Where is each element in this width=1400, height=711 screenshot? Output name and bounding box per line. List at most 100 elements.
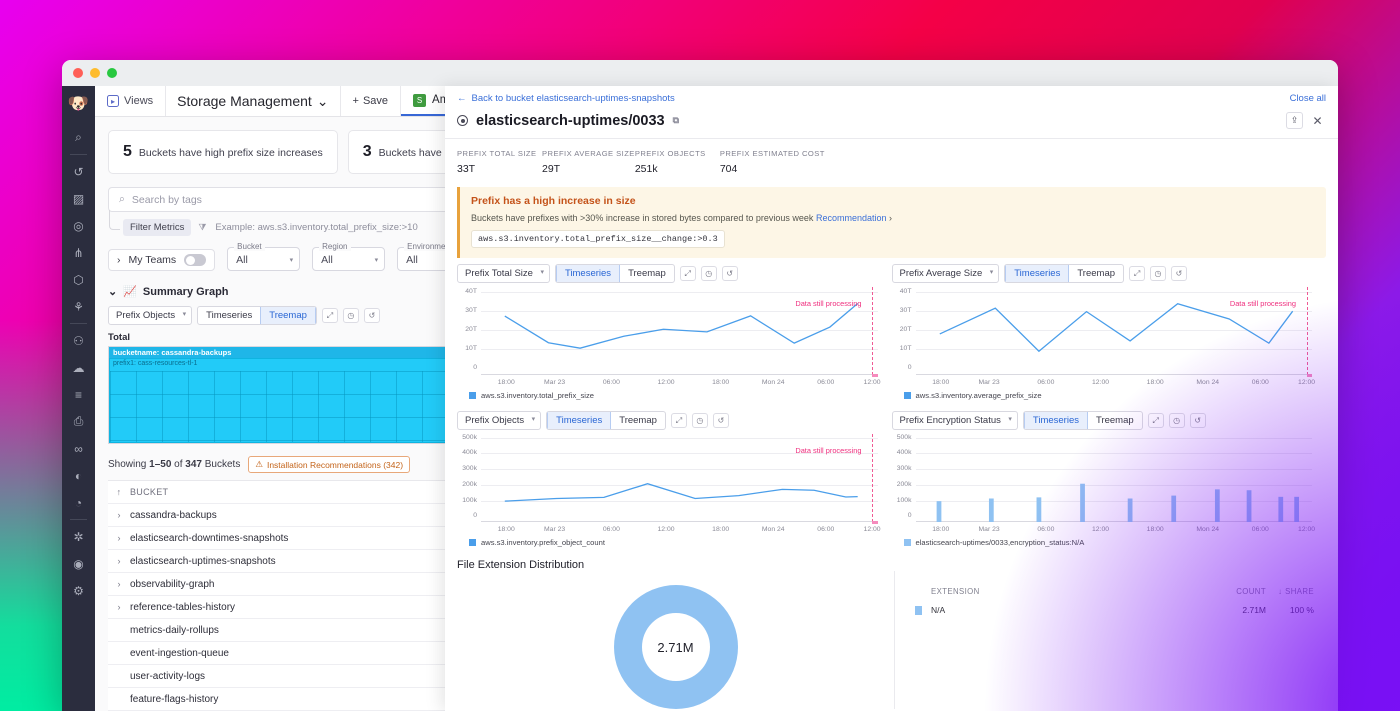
- chart-prefix-total-size: Prefix Total Size Timeseries Treemap ⤢ ◷…: [457, 264, 892, 400]
- summary-graph-header[interactable]: ⌄ 📈 Summary Graph: [108, 285, 1325, 299]
- stat-label: PREFIX TOTAL SIZE: [457, 149, 537, 158]
- chart-metric-select[interactable]: Prefix Total Size: [457, 264, 550, 283]
- y-tick: 20T: [899, 326, 912, 333]
- expand-row-icon[interactable]: ›: [117, 533, 121, 544]
- summary-treemap-option[interactable]: Treemap: [260, 307, 316, 325]
- extension-share: 100 %: [1289, 605, 1314, 615]
- reset-icon[interactable]: ↺: [721, 266, 738, 281]
- view-title-dropdown[interactable]: Storage Management ⌄: [166, 86, 341, 117]
- search-icon[interactable]: ⌕: [75, 130, 82, 144]
- containers-icon[interactable]: ⬡: [73, 272, 84, 287]
- stat-label: PREFIX ESTIMATED COST: [719, 149, 825, 158]
- expand-row-icon[interactable]: ›: [117, 579, 121, 590]
- extension-row[interactable]: N/A 2.71M 100 %: [915, 605, 1314, 615]
- filter-metrics-chip[interactable]: Filter Metrics: [123, 219, 192, 237]
- x-tick: 12:00: [657, 526, 675, 533]
- recommendation-link[interactable]: Recommendation: [815, 213, 887, 223]
- cost-icon[interactable]: ◐: [74, 468, 83, 483]
- column-header-extension[interactable]: EXTENSION: [931, 587, 980, 596]
- apm-icon[interactable]: ⚘: [73, 299, 84, 314]
- region-select[interactable]: Region All ▾: [312, 242, 386, 272]
- kpi-number: 5: [123, 143, 132, 161]
- summary-metric-select[interactable]: Prefix Objects: [108, 306, 193, 326]
- donut-chart[interactable]: 2.71M: [613, 585, 738, 709]
- chart-plot-area[interactable]: 500k 400k 300k 200k 100k 0: [457, 434, 881, 535]
- logs-icon[interactable]: ≡: [74, 387, 82, 402]
- sort-ascending-icon[interactable]: ↑: [116, 487, 122, 498]
- kpi-card[interactable]: 5 Buckets have high prefix size increase…: [108, 130, 338, 175]
- reset-icon[interactable]: ↺: [1189, 413, 1206, 428]
- alert-query-code[interactable]: aws.s3.inventory.total_prefix_size__chan…: [471, 230, 725, 248]
- chart-treemap-option[interactable]: Treemap: [628, 268, 666, 279]
- back-to-bucket-link[interactable]: ← Back to bucket elasticsearch-uptimes-s…: [457, 93, 675, 104]
- installation-recommendations-badge[interactable]: ⚠ Installation Recommendations (342): [248, 456, 411, 474]
- toggle-switch[interactable]: [184, 254, 207, 267]
- chart-legend[interactable]: aws.s3.inventory.average_prefix_size: [892, 391, 1313, 400]
- dashboards-icon[interactable]: ▨: [72, 191, 85, 206]
- expand-icon[interactable]: ⤢: [679, 266, 696, 281]
- chart-view-toggle: Timeseries Treemap: [554, 264, 675, 283]
- share-icon[interactable]: ⇪: [1286, 112, 1303, 129]
- metrics-icon[interactable]: ◷: [1150, 266, 1167, 281]
- close-all-button[interactable]: Close all: [1289, 92, 1326, 104]
- chart-treemap-option[interactable]: Treemap: [619, 415, 657, 426]
- expand-icon[interactable]: ⤢: [321, 308, 338, 324]
- security-icon[interactable]: ⎙: [73, 414, 84, 428]
- history-icon[interactable]: ↺: [73, 164, 84, 179]
- close-icon[interactable]: ✕: [1312, 113, 1323, 128]
- chart-plot-area[interactable]: 40T 30T 20T 10T 0: [457, 287, 881, 388]
- window-minimize-button[interactable]: [90, 68, 100, 78]
- chart-metric-select[interactable]: Prefix Objects: [457, 411, 542, 430]
- expand-row-icon[interactable]: ›: [117, 510, 121, 521]
- digital-experience-icon[interactable]: ⚇: [73, 333, 84, 348]
- save-button[interactable]: + Save: [341, 86, 402, 117]
- treemap-total-label: Total: [108, 332, 130, 344]
- chart-legend[interactable]: elasticsearch-uptimes/0033,encryption_st…: [892, 538, 1313, 547]
- chart-plot-area[interactable]: 500k 400k 300k 200k 100k 0: [892, 434, 1315, 535]
- filter-metrics-example[interactable]: Example: aws.s3.inventory.total_prefix_s…: [215, 222, 418, 234]
- chart-legend[interactable]: aws.s3.inventory.total_prefix_size: [457, 391, 878, 400]
- reset-icon[interactable]: ↺: [363, 308, 380, 324]
- chart-timeseries-option[interactable]: Timeseries: [1005, 265, 1070, 282]
- infrastructure-icon[interactable]: ⋔: [73, 245, 84, 260]
- expand-icon[interactable]: ⤢: [670, 413, 687, 428]
- column-header-count[interactable]: COUNT: [1236, 587, 1266, 596]
- reset-icon[interactable]: ↺: [1171, 266, 1188, 281]
- metrics-icon[interactable]: ◷: [700, 266, 717, 281]
- bucket-select[interactable]: Bucket All ▾: [227, 242, 301, 272]
- chart-timeseries-option[interactable]: Timeseries: [555, 265, 621, 282]
- summary-timeseries-option[interactable]: Timeseries: [206, 310, 253, 322]
- chart-metric-select[interactable]: Prefix Average Size: [891, 264, 1000, 283]
- chart-metric-select[interactable]: Prefix Encryption Status: [891, 411, 1018, 430]
- expand-icon[interactable]: ⤢: [1147, 413, 1164, 428]
- my-teams-toggle[interactable]: › My Teams: [108, 249, 216, 272]
- cloud-icon[interactable]: ☁: [72, 360, 85, 375]
- metrics-icon[interactable]: ◷: [691, 413, 708, 428]
- chart-legend[interactable]: aws.s3.inventory.prefix_object_count: [457, 538, 878, 547]
- datadog-logo-icon[interactable]: 🐶: [67, 94, 90, 113]
- chart-treemap-option[interactable]: Treemap: [1077, 268, 1116, 279]
- metrics-icon[interactable]: ◷: [1168, 413, 1185, 428]
- timer-icon[interactable]: ◔: [74, 495, 83, 510]
- chart-plot-area[interactable]: 40T 30T 20T 10T 0: [892, 287, 1315, 388]
- column-header-share[interactable]: ↓ SHARE: [1278, 587, 1314, 596]
- chart-treemap-option[interactable]: Treemap: [1096, 415, 1134, 426]
- copy-icon[interactable]: ⧉: [672, 115, 680, 125]
- expand-row-icon[interactable]: ›: [117, 602, 121, 613]
- reset-icon[interactable]: ↺: [712, 413, 729, 428]
- x-tick: Mar 23: [978, 379, 1000, 386]
- watchdog-icon[interactable]: ◎: [73, 218, 84, 233]
- chart-timeseries-option[interactable]: Timeseries: [1023, 412, 1088, 429]
- ci-icon[interactable]: ∞: [74, 441, 83, 456]
- metrics-icon[interactable]: ◷: [342, 308, 359, 324]
- expand-row-icon[interactable]: ›: [117, 556, 121, 567]
- chart-timeseries-option[interactable]: Timeseries: [547, 412, 612, 429]
- performance-icon[interactable]: ◉: [73, 556, 84, 571]
- expand-icon[interactable]: ⤢: [1129, 266, 1146, 281]
- column-header-bucket[interactable]: BUCKET: [130, 487, 169, 498]
- window-close-button[interactable]: [73, 68, 83, 78]
- settings-icon[interactable]: ⚙: [73, 583, 84, 598]
- integrations-icon[interactable]: ✲: [73, 529, 84, 544]
- views-button[interactable]: ▸ Views: [95, 86, 167, 117]
- window-maximize-button[interactable]: [107, 68, 117, 78]
